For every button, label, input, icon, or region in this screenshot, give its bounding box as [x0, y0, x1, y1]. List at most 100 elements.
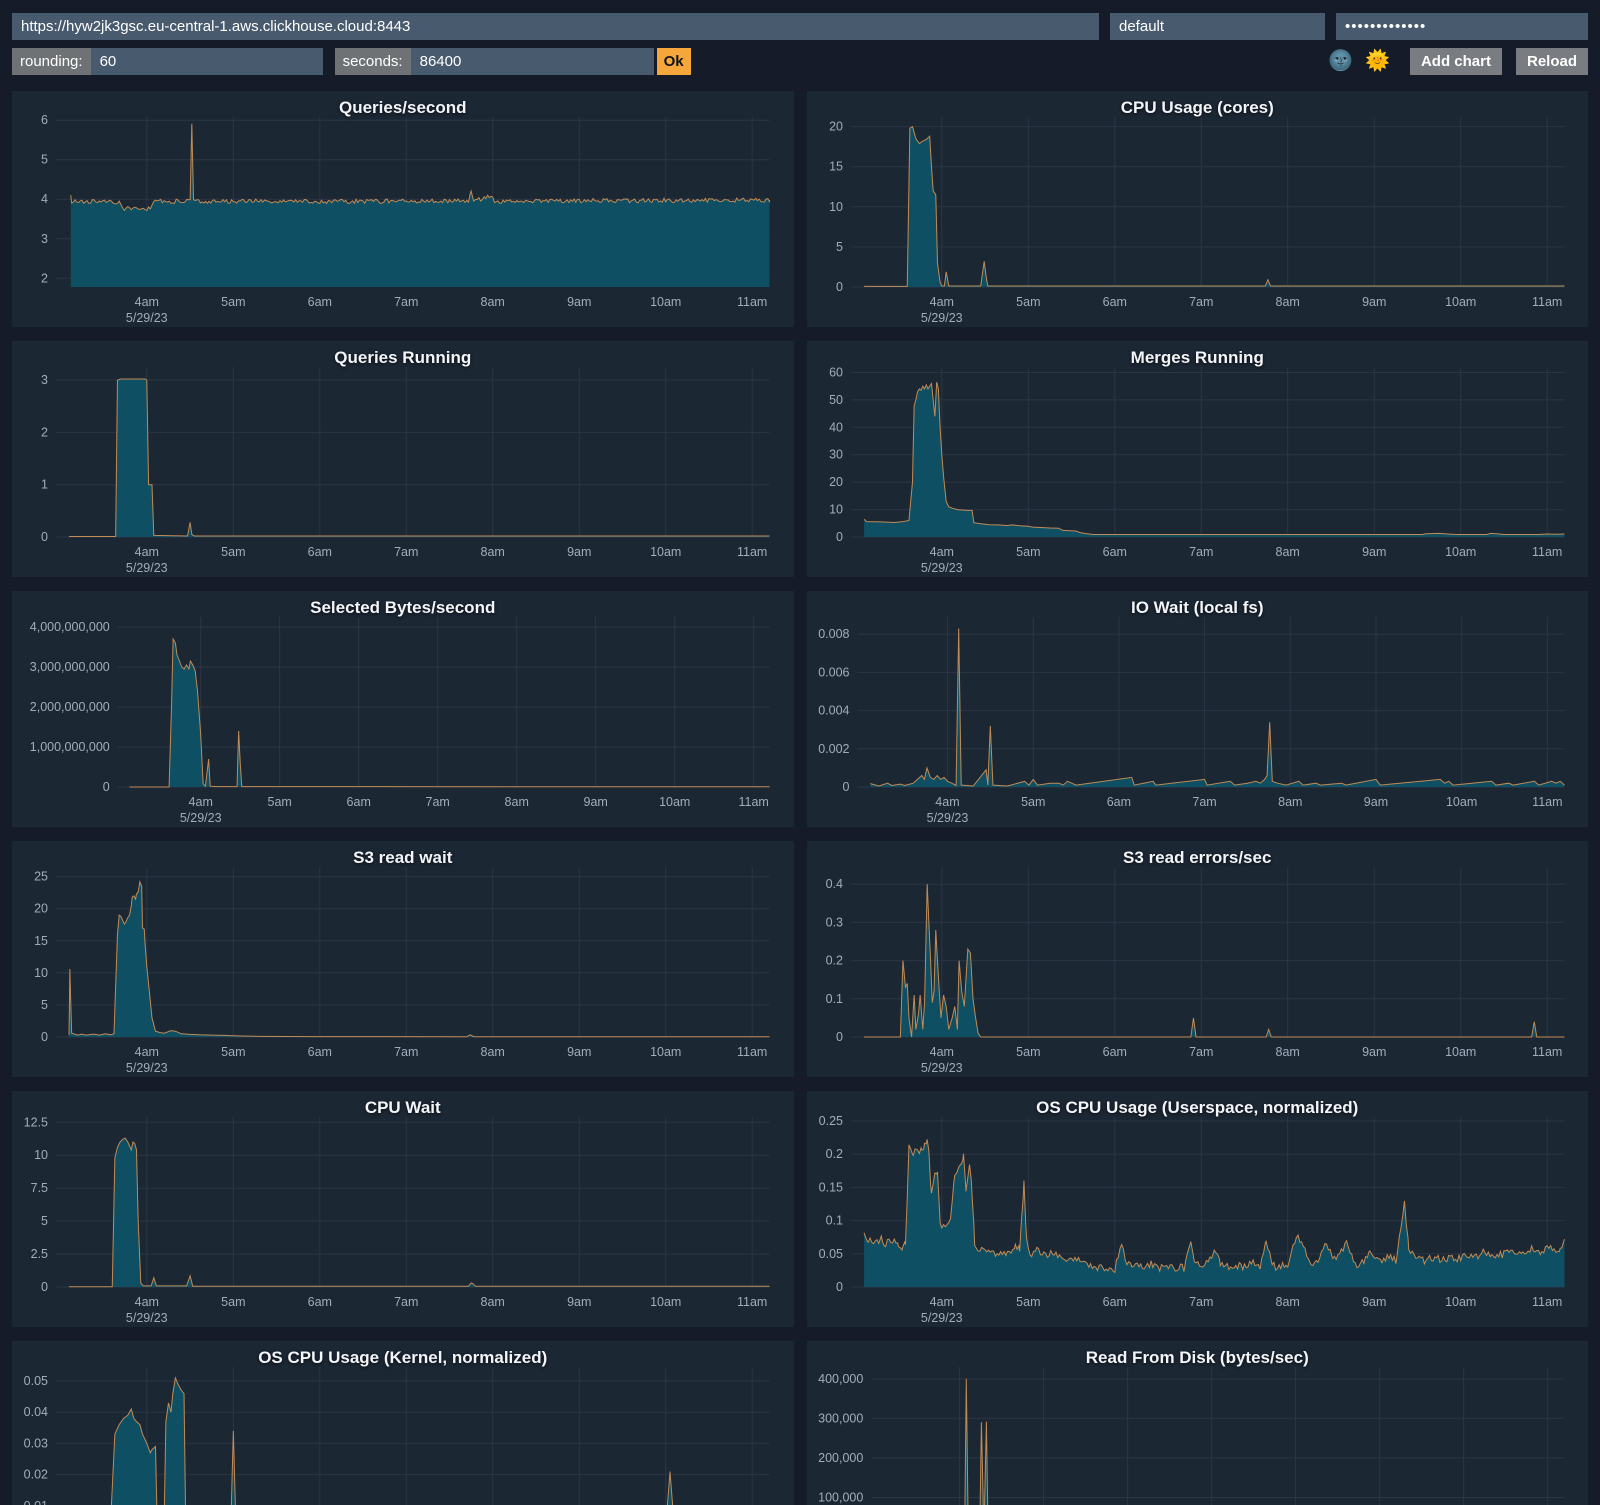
- svg-text:5: 5: [41, 153, 48, 167]
- svg-text:5am: 5am: [1021, 795, 1045, 809]
- svg-text:0.25: 0.25: [818, 1114, 842, 1128]
- chart-canvas[interactable]: 0 10 20 30 40 50 60 4am 5am 6am 7am 8am 9am 10am 11am 5…: [807, 341, 1589, 577]
- add-chart-button[interactable]: Add chart: [1409, 47, 1502, 75]
- svg-text:20: 20: [829, 120, 843, 134]
- moon-icon: 🌚: [1328, 49, 1354, 72]
- svg-text:7am: 7am: [394, 1045, 418, 1059]
- svg-text:12.5: 12.5: [24, 1115, 48, 1129]
- chart-canvas[interactable]: 2 3 4 5 6 4am 5am 6am 7am 8am 9am 10am 11am 5/29/23: [12, 91, 794, 327]
- svg-text:5/29/23: 5/29/23: [920, 311, 962, 325]
- svg-text:5/29/23: 5/29/23: [920, 1311, 962, 1325]
- chart-canvas[interactable]: 0 0.1 0.2 0.3 0.4 4am 5am 6am 7am 8am 9am 10am 11am 5…: [807, 841, 1589, 1077]
- svg-text:5am: 5am: [1016, 1045, 1040, 1059]
- svg-text:30: 30: [829, 448, 843, 462]
- connection-bar: [12, 13, 1588, 40]
- rounding-input[interactable]: [90, 47, 323, 75]
- svg-text:9am: 9am: [1363, 795, 1387, 809]
- svg-text:6: 6: [41, 113, 48, 127]
- svg-text:25: 25: [34, 870, 48, 884]
- svg-text:6am: 6am: [1102, 295, 1126, 309]
- chart-title: Read From Disk (bytes/sec): [1085, 1348, 1309, 1367]
- svg-text:3: 3: [41, 232, 48, 246]
- svg-text:10am: 10am: [1445, 1295, 1476, 1309]
- svg-text:5am: 5am: [1016, 295, 1040, 309]
- chart-panel-cpu-usage-cores: CPU Usage (cores) 0 5 10 15 20 4am 5am 6am 7am 8a…: [806, 91, 1589, 327]
- svg-text:6am: 6am: [1102, 545, 1126, 559]
- svg-text:11am: 11am: [737, 295, 767, 309]
- svg-text:5/29/23: 5/29/23: [126, 311, 168, 325]
- svg-text:8am: 8am: [1275, 1045, 1299, 1059]
- svg-text:5: 5: [836, 240, 843, 254]
- svg-text:10: 10: [34, 966, 48, 980]
- svg-text:15: 15: [829, 160, 843, 174]
- chart-title: CPU Wait: [364, 1098, 441, 1117]
- chart-canvas[interactable]: 0 5 10 15 20 25 4am 5am 6am 7am 8am 9am 10am 11am 5/29…: [12, 841, 794, 1077]
- seconds-input[interactable]: [410, 47, 654, 75]
- chart-panel-queries-per-second: Queries/second 2 3 4 5 6 4am 5am 6am 7am 8am 9am 10…: [12, 91, 794, 327]
- chart-canvas[interactable]: 0 2.5 5 7.5 10 12.5 4am 5am 6am 7am 8am 9am 10am 11am…: [12, 1091, 794, 1327]
- svg-text:6am: 6am: [1106, 795, 1130, 809]
- svg-text:0.2: 0.2: [825, 1147, 842, 1161]
- chart-canvas[interactable]: 0 5 10 15 20 4am 5am 6am 7am 8am 9am 10am 11am 5/29/2…: [807, 91, 1589, 327]
- svg-text:0: 0: [41, 1030, 48, 1044]
- svg-text:4am: 4am: [135, 1045, 159, 1059]
- svg-text:11am: 11am: [738, 795, 768, 809]
- svg-text:4am: 4am: [929, 1295, 953, 1309]
- svg-text:11am: 11am: [1531, 1295, 1561, 1309]
- svg-text:7am: 7am: [394, 545, 418, 559]
- chart-title: OS CPU Usage (Userspace, normalized): [1036, 1098, 1359, 1117]
- svg-text:200,000: 200,000: [818, 1451, 863, 1465]
- svg-text:5am: 5am: [1016, 1295, 1040, 1309]
- svg-text:9am: 9am: [567, 1045, 591, 1059]
- chart-canvas[interactable]: 0 0.002 0.004 0.006 0.008 4am 5am 6am 7am 8am 9am 1…: [807, 591, 1589, 827]
- ok-button[interactable]: Ok: [656, 47, 691, 75]
- svg-text:20: 20: [829, 475, 843, 489]
- svg-text:0.006: 0.006: [818, 665, 849, 679]
- chart-canvas[interactable]: 0 1,000,000,000 2,000,000,000 3,000,000,000…: [12, 591, 794, 827]
- svg-text:8am: 8am: [505, 795, 529, 809]
- username-input[interactable]: [1110, 13, 1325, 40]
- chart-canvas[interactable]: 0 0.05 0.1 0.15 0.2 0.25 4am 5am 6am 7am 8am 9am 10a…: [807, 1091, 1589, 1327]
- seconds-label: seconds:: [334, 47, 411, 75]
- svg-text:5/29/23: 5/29/23: [126, 561, 168, 575]
- chart-canvas[interactable]: 00.010.020.030.040.054am5am6am7am8am9am1…: [12, 1341, 794, 1505]
- svg-text:4am: 4am: [135, 545, 159, 559]
- svg-text:8am: 8am: [481, 1045, 505, 1059]
- svg-text:5am: 5am: [268, 795, 292, 809]
- svg-text:0.008: 0.008: [818, 627, 849, 641]
- svg-text:10am: 10am: [1445, 295, 1476, 309]
- svg-text:10am: 10am: [650, 1295, 681, 1309]
- svg-text:0.15: 0.15: [818, 1180, 842, 1194]
- chart-canvas[interactable]: 0 1 2 3 4am 5am 6am 7am 8am 9am 10am 11am 5/29/23: [12, 341, 794, 577]
- svg-text:5/29/23: 5/29/23: [920, 1061, 962, 1075]
- svg-text:11am: 11am: [1532, 795, 1562, 809]
- light-theme-button[interactable]: 🌞: [1359, 48, 1396, 75]
- chart-panel-read-from-disk: Read From Disk (bytes/sec) 0100,000200,0…: [806, 1341, 1589, 1505]
- svg-text:0.05: 0.05: [818, 1247, 842, 1261]
- password-input[interactable]: [1336, 13, 1588, 40]
- svg-text:0: 0: [836, 1030, 843, 1044]
- svg-text:5/29/23: 5/29/23: [126, 1311, 168, 1325]
- svg-text:100,000: 100,000: [818, 1491, 863, 1505]
- dark-theme-button[interactable]: 🌚: [1322, 48, 1359, 75]
- chart-panel-s3-read-wait: S3 read wait 0 5 10 15 20 25 4am 5am 6am 7am 8am 9a…: [12, 841, 794, 1077]
- svg-text:0: 0: [842, 780, 849, 794]
- svg-text:7am: 7am: [394, 1295, 418, 1309]
- svg-text:8am: 8am: [1275, 295, 1299, 309]
- url-input[interactable]: [12, 13, 1099, 40]
- svg-text:2: 2: [41, 425, 48, 439]
- reload-button[interactable]: Reload: [1515, 47, 1588, 75]
- chart-title: Queries Running: [334, 348, 472, 367]
- svg-text:5am: 5am: [221, 545, 245, 559]
- svg-text:9am: 9am: [567, 545, 591, 559]
- controls-bar: rounding: seconds: Ok 🌚 🌞 Add chart Relo…: [12, 47, 1588, 75]
- svg-text:0: 0: [41, 1280, 48, 1294]
- chart-canvas[interactable]: 0100,000200,000300,000400,0004am5am6am7a…: [807, 1341, 1589, 1505]
- svg-text:0.05: 0.05: [24, 1374, 48, 1388]
- svg-text:7am: 7am: [426, 795, 450, 809]
- svg-text:400,000: 400,000: [818, 1372, 863, 1386]
- svg-text:6am: 6am: [308, 1295, 332, 1309]
- svg-text:0.004: 0.004: [818, 704, 849, 718]
- chart-panel-io-wait-local-fs: IO Wait (local fs) 0 0.002 0.004 0.006 0.008…: [806, 591, 1589, 827]
- svg-text:4am: 4am: [189, 795, 213, 809]
